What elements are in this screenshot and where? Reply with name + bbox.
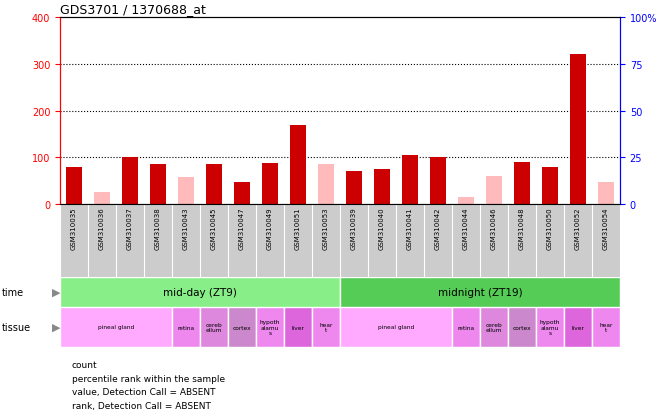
- Text: GSM310054: GSM310054: [603, 206, 609, 249]
- Text: GSM310040: GSM310040: [379, 206, 385, 249]
- Text: liver: liver: [292, 325, 304, 330]
- Bar: [207, 165, 222, 204]
- Text: hear
t: hear t: [599, 322, 612, 332]
- Bar: [60, 307, 172, 347]
- Text: GSM310052: GSM310052: [575, 206, 581, 249]
- Bar: [458, 197, 474, 204]
- Text: pineal gland: pineal gland: [98, 325, 134, 330]
- Bar: [508, 307, 536, 347]
- Text: hear
t: hear t: [319, 322, 333, 332]
- Bar: [60, 277, 340, 307]
- Text: time: time: [2, 287, 24, 297]
- Bar: [200, 307, 228, 347]
- Text: cortex: cortex: [513, 325, 531, 330]
- Bar: [66, 167, 82, 204]
- Bar: [234, 182, 249, 204]
- Bar: [570, 55, 585, 204]
- Bar: [599, 182, 614, 204]
- Text: hypoth
alamu
s: hypoth alamu s: [540, 319, 560, 335]
- Text: GSM310051: GSM310051: [295, 206, 301, 249]
- Bar: [564, 307, 592, 347]
- Text: GSM310042: GSM310042: [435, 206, 441, 249]
- Text: pineal gland: pineal gland: [378, 325, 414, 330]
- Text: mid-day (ZT9): mid-day (ZT9): [163, 287, 237, 297]
- Bar: [150, 165, 166, 204]
- Text: GSM310050: GSM310050: [547, 206, 553, 249]
- Text: rank, Detection Call = ABSENT: rank, Detection Call = ABSENT: [72, 401, 211, 411]
- Text: midnight (ZT19): midnight (ZT19): [438, 287, 522, 297]
- Text: percentile rank within the sample: percentile rank within the sample: [72, 374, 225, 382]
- Bar: [536, 307, 564, 347]
- Bar: [312, 307, 340, 347]
- Text: GDS3701 / 1370688_at: GDS3701 / 1370688_at: [60, 3, 206, 16]
- Text: cereb
ellum: cereb ellum: [206, 322, 222, 332]
- Text: GSM310047: GSM310047: [239, 206, 245, 249]
- Bar: [178, 178, 193, 204]
- Bar: [543, 167, 558, 204]
- Text: GSM310053: GSM310053: [323, 206, 329, 249]
- Bar: [346, 172, 362, 204]
- Bar: [284, 307, 312, 347]
- Text: GSM310048: GSM310048: [519, 206, 525, 249]
- Text: value, Detection Call = ABSENT: value, Detection Call = ABSENT: [72, 387, 216, 396]
- Text: GSM310043: GSM310043: [183, 206, 189, 249]
- Text: GSM310044: GSM310044: [463, 206, 469, 249]
- Bar: [256, 307, 284, 347]
- Text: GSM310041: GSM310041: [407, 206, 413, 249]
- Bar: [592, 307, 620, 347]
- Text: cortex: cortex: [233, 325, 251, 330]
- Bar: [514, 163, 530, 204]
- Text: ▶: ▶: [52, 287, 61, 297]
- Text: GSM310035: GSM310035: [71, 206, 77, 249]
- Bar: [262, 164, 278, 204]
- Bar: [318, 165, 334, 204]
- Bar: [430, 158, 446, 204]
- Text: ▶: ▶: [52, 322, 61, 332]
- Text: GSM310045: GSM310045: [211, 206, 217, 249]
- Bar: [172, 307, 200, 347]
- Bar: [480, 307, 508, 347]
- Bar: [228, 307, 256, 347]
- Bar: [290, 125, 306, 204]
- Text: tissue: tissue: [2, 322, 31, 332]
- Bar: [374, 169, 389, 204]
- Bar: [486, 176, 502, 204]
- Text: GSM310036: GSM310036: [99, 206, 105, 249]
- Text: GSM310039: GSM310039: [351, 206, 357, 249]
- Bar: [340, 307, 452, 347]
- Text: liver: liver: [572, 325, 585, 330]
- Text: cereb
ellum: cereb ellum: [486, 322, 502, 332]
- Text: retina: retina: [457, 325, 475, 330]
- Text: count: count: [72, 360, 98, 369]
- Text: GSM310049: GSM310049: [267, 206, 273, 249]
- Bar: [122, 158, 138, 204]
- Bar: [452, 307, 480, 347]
- Text: hypoth
alamu
s: hypoth alamu s: [260, 319, 280, 335]
- Bar: [403, 156, 418, 204]
- Bar: [94, 193, 110, 204]
- Text: GSM310046: GSM310046: [491, 206, 497, 249]
- Bar: [340, 277, 620, 307]
- Text: GSM310038: GSM310038: [155, 206, 161, 249]
- Text: retina: retina: [178, 325, 195, 330]
- Text: GSM310037: GSM310037: [127, 206, 133, 249]
